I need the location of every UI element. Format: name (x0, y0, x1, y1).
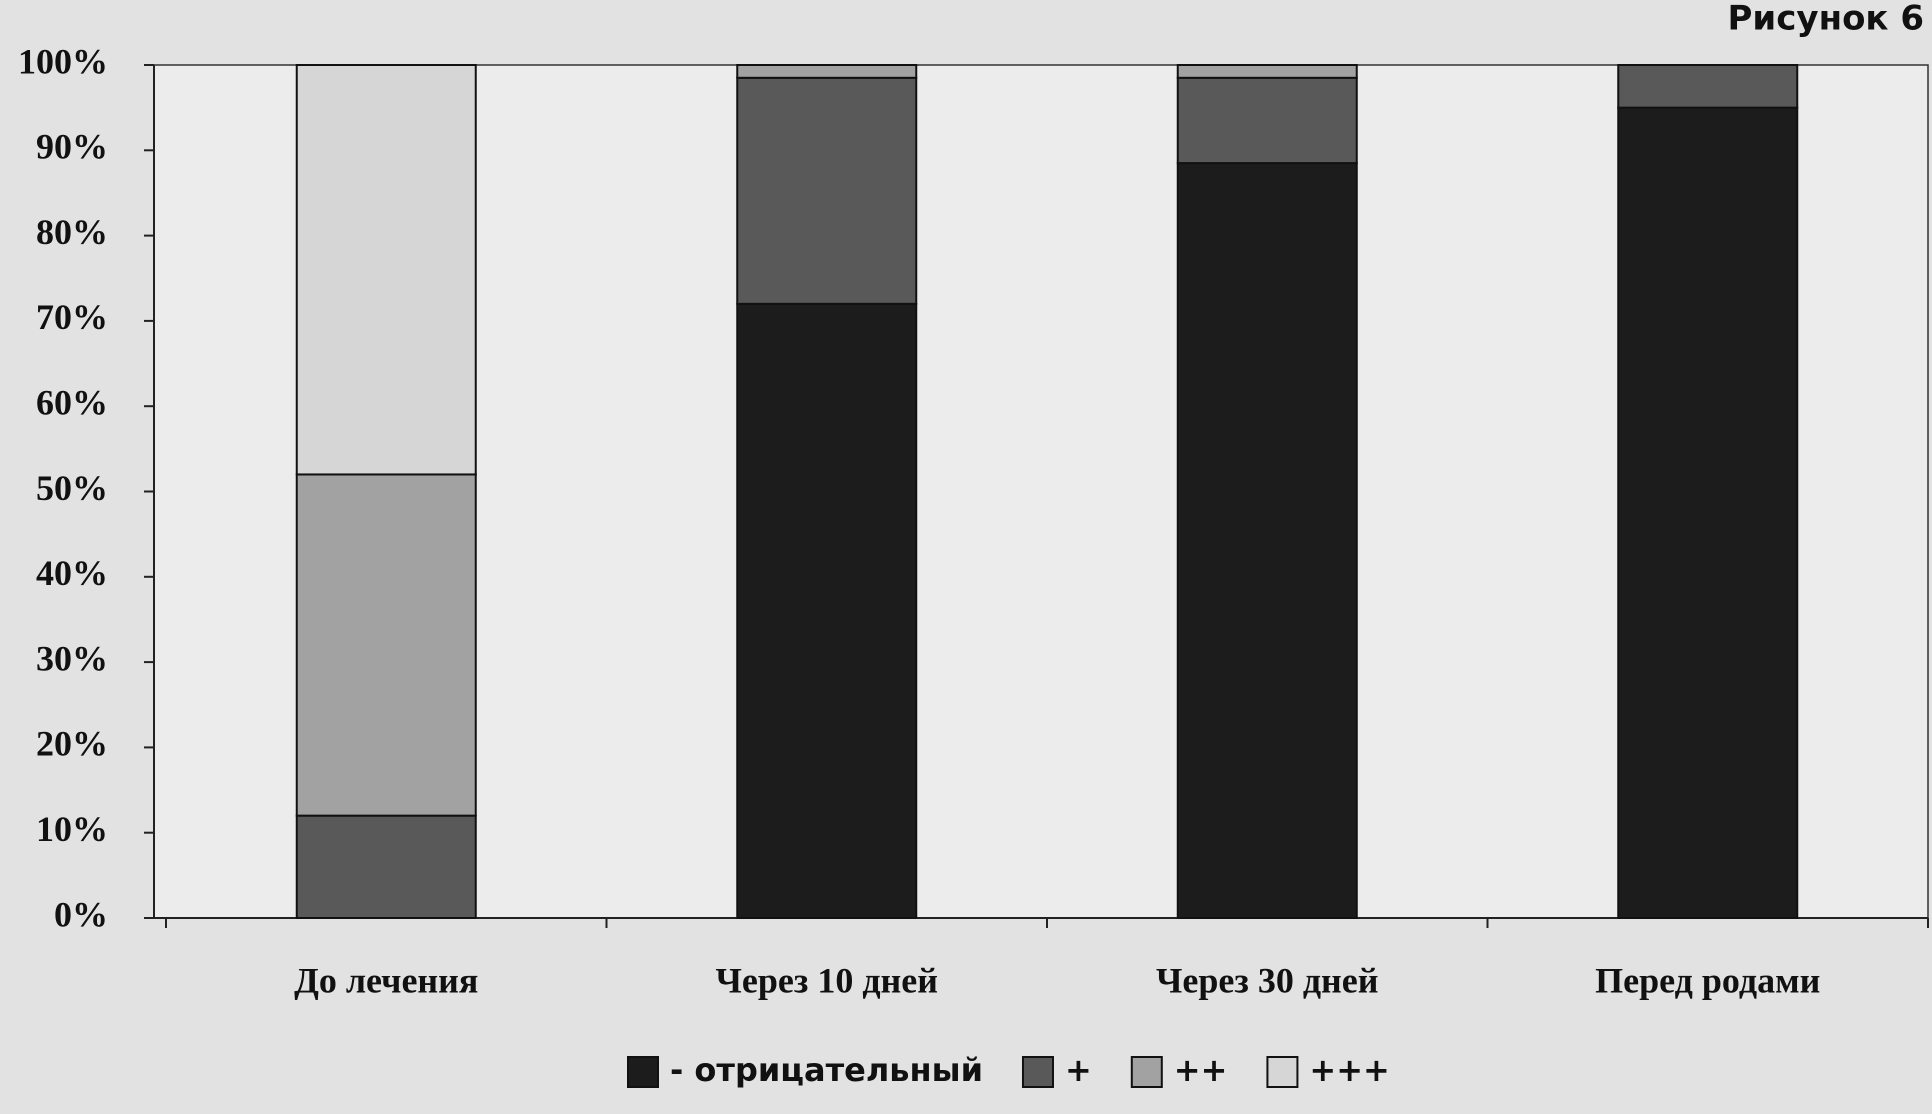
legend-swatch (627, 1056, 659, 1088)
bar-segment (736, 64, 918, 79)
legend-swatch (1266, 1056, 1299, 1088)
legend-label: +++ (1309, 1051, 1389, 1089)
chart-title: Рисунок 6 (1728, 0, 1924, 39)
y-tick-label: 20% (36, 724, 108, 764)
y-tick-label: 40% (36, 553, 108, 593)
legend-label: ++ (1174, 1051, 1228, 1089)
bar-segment (1617, 106, 1799, 919)
y-tick-label: 90% (36, 127, 108, 167)
bar-segment (1617, 64, 1799, 109)
bar-segment (1176, 76, 1358, 165)
y-tick-label: 0% (54, 894, 108, 934)
y-tick-label: 10% (36, 809, 108, 849)
bar-segment (295, 473, 477, 817)
bar-segment (295, 814, 477, 920)
y-tick-label: 100% (18, 41, 108, 81)
y-tick-label: 50% (36, 468, 108, 508)
legend-label: + (1065, 1051, 1092, 1089)
legend-label: - отрицательный (670, 1051, 983, 1089)
legend-swatch (1021, 1056, 1054, 1088)
bar-segment (1176, 64, 1358, 79)
legend-swatch (1130, 1056, 1163, 1088)
y-tick-label: 60% (36, 382, 108, 422)
x-tick-label: Через 10 дней (715, 960, 938, 1000)
bar-segment (736, 302, 918, 919)
y-tick-label: 80% (36, 212, 108, 252)
y-tick-label: 70% (36, 297, 108, 337)
bar-segment (295, 64, 477, 476)
y-tick-label: 30% (36, 638, 108, 678)
x-tick-label: До лечения (294, 960, 478, 1000)
x-tick-label: Через 30 дней (1156, 960, 1379, 1000)
bar-segment (1176, 162, 1358, 920)
x-tick-label: Перед родами (1595, 960, 1820, 1000)
bar-segment (736, 76, 918, 305)
